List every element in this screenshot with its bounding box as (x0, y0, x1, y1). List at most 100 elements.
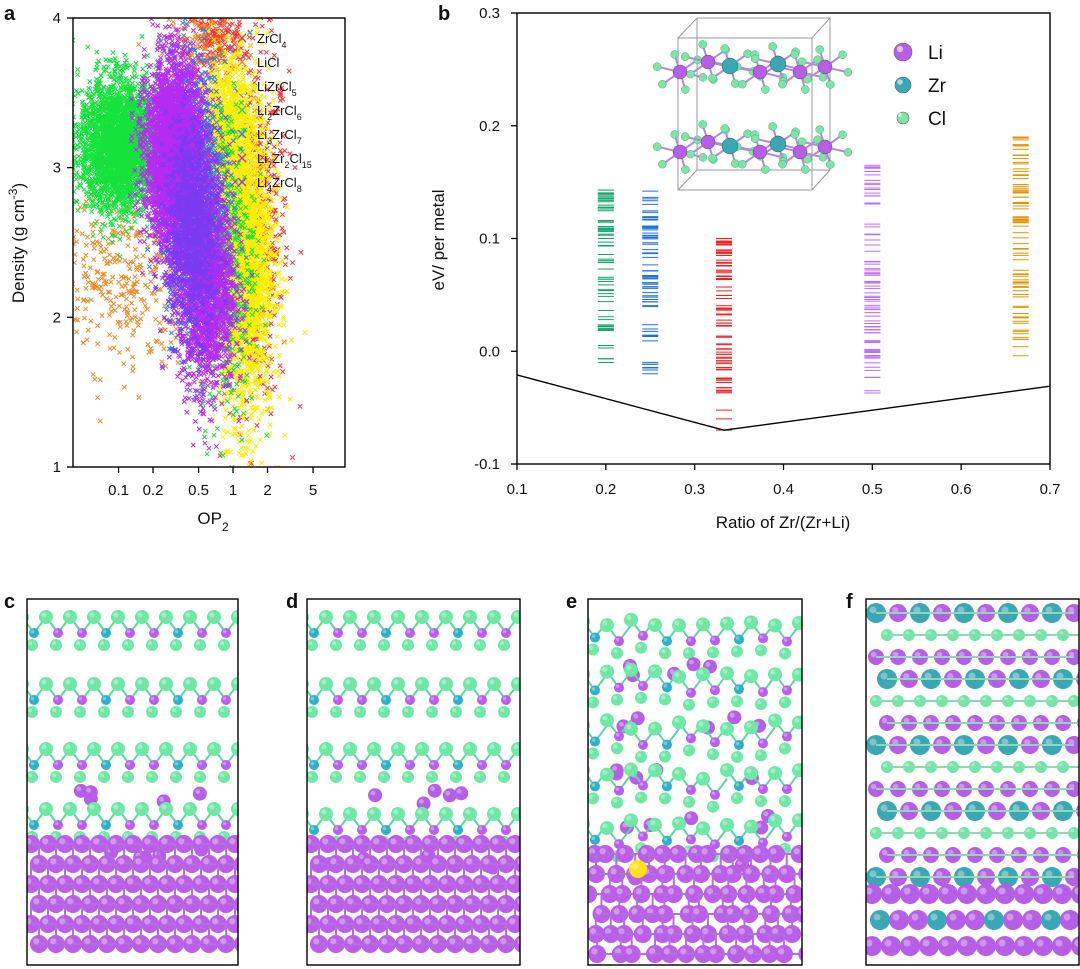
panel-a-point (262, 372, 268, 378)
panel-a-point (244, 1, 248, 5)
panel-a-point (252, 22, 259, 28)
panel-a-point (278, 276, 285, 282)
panel-a-point (170, 23, 176, 29)
panel-a-point (288, 337, 295, 343)
panel-a-point (66, 229, 70, 233)
panel-a-point (84, 234, 91, 240)
panel-a-point (90, 229, 96, 235)
panel-a-point (170, 19, 176, 25)
panel-a-points (0, 1, 308, 534)
panel-a-point (67, 278, 71, 282)
panel-a-point (59, 363, 63, 367)
panel-a-point (229, 74, 235, 80)
panel-a-point (130, 368, 136, 374)
panel-a-point (102, 256, 108, 262)
panel-a-point (131, 327, 137, 333)
panel-a-point (132, 274, 138, 280)
panel-a-point (268, 129, 275, 135)
panel-a-point (210, 27, 217, 33)
panel-label-c: c (4, 591, 15, 613)
panel-a-point (48, 207, 52, 211)
panel-a-point (197, 11, 201, 15)
panel-a-point (190, 12, 194, 16)
panel-a-point (238, 530, 242, 534)
panel-a-point (254, 393, 260, 399)
panel-a-point (133, 254, 140, 260)
panel-a-point (270, 151, 276, 157)
panel-a-point (218, 18, 223, 19)
panel-a-point (277, 363, 283, 369)
panel-a-point (277, 90, 283, 96)
panel-a-point (221, 9, 225, 13)
panel-a-point (246, 428, 252, 434)
panel-a-point (258, 460, 264, 466)
panel-a-point (108, 279, 114, 285)
panel-a-point (124, 323, 130, 329)
panel-a-point (248, 412, 255, 418)
panel-a-point (223, 407, 229, 413)
panel-a-point (251, 370, 257, 376)
panel-a-point (168, 339, 174, 345)
panel-a-point (132, 307, 138, 313)
panel-a-point (281, 322, 287, 328)
panel-a-point (74, 329, 80, 335)
panel-a-point (224, 429, 230, 435)
panel-a-point (192, 12, 196, 16)
panel-a-point (213, 476, 217, 480)
panel-a-point (52, 251, 56, 255)
panel-a-point (253, 443, 259, 449)
panel-a-point (245, 433, 251, 439)
panel-a-point (111, 345, 117, 351)
panel-a-point (49, 191, 53, 195)
panel-label-b: b (438, 3, 450, 25)
panel-a-point (263, 49, 269, 55)
panel-a-point (283, 254, 289, 260)
panel-a-point (132, 246, 138, 252)
panel-a-point (220, 434, 226, 440)
panel-a-point (267, 333, 273, 339)
panel-a-point (238, 445, 245, 451)
panel-a-point (266, 148, 272, 154)
panel-a-point (272, 343, 278, 349)
panel-a-point (52, 177, 56, 181)
panel-a-point (268, 411, 274, 417)
panel-a-point (125, 288, 132, 294)
panel-a-point (95, 323, 101, 329)
panel-a-point (81, 315, 87, 321)
panel-a-point (136, 41, 142, 47)
panel-a-point (49, 352, 53, 356)
panel-a-point (67, 129, 71, 133)
panel-a-point (136, 394, 142, 401)
panel-a-point (0, 260, 1, 264)
panel-a-point (262, 397, 268, 403)
panel-a-point (279, 150, 285, 157)
panel-a-point (204, 11, 208, 15)
panel-a-point (274, 175, 280, 181)
panel-a-point (279, 211, 286, 218)
panel-a-point (257, 437, 263, 443)
panel-a-point (278, 303, 285, 309)
panel-a-point (74, 228, 80, 234)
panel-a-point (275, 106, 281, 112)
panel-a-point (119, 229, 125, 236)
panel-a-point (234, 23, 240, 30)
panel-a-point (147, 269, 153, 275)
panel-a-point (265, 168, 271, 174)
panel-a-point (119, 284, 125, 290)
panel-a-point (129, 354, 136, 360)
panel-a-point (27, 335, 31, 339)
panel-a-point (77, 204, 83, 210)
panel-a-point (85, 327, 91, 333)
panel-a-point (271, 52, 277, 58)
panel-a-point (221, 41, 228, 47)
panel-a-point (266, 181, 272, 187)
panel-a-point (280, 133, 286, 139)
panel-a-point (302, 329, 308, 335)
panel-a-point (94, 49, 100, 55)
panel-a-point (45, 276, 49, 280)
panel-a-point (249, 479, 253, 483)
panel-label-f: f (846, 591, 853, 613)
panel-a-point (159, 359, 165, 365)
panel-a-point (261, 362, 267, 368)
panel-a-point (297, 403, 303, 409)
